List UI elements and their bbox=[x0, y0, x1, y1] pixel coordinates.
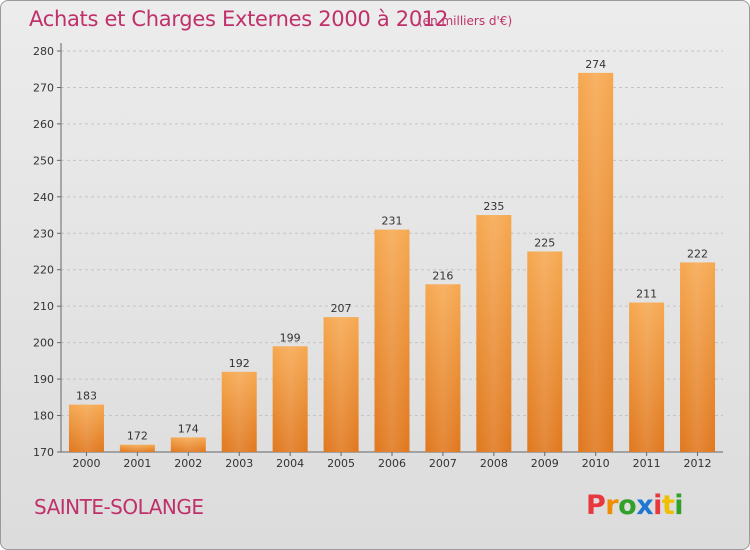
y-tick-label: 190 bbox=[33, 373, 54, 386]
value-label-2003: 192 bbox=[229, 357, 250, 370]
logo-letter: P bbox=[586, 490, 606, 521]
bar-shine bbox=[68, 404, 104, 452]
bar-shine bbox=[272, 346, 308, 452]
value-label-2006: 231 bbox=[382, 215, 403, 228]
y-tick-label: 250 bbox=[33, 154, 54, 167]
bar-shine bbox=[425, 284, 461, 452]
bar-shine bbox=[374, 229, 410, 452]
bar-shine bbox=[119, 444, 155, 452]
logo-letter: i bbox=[674, 490, 684, 521]
bar-shine bbox=[578, 72, 614, 452]
x-tick-label-2009: 2009 bbox=[531, 457, 559, 470]
bar-shine bbox=[680, 262, 716, 452]
bar-shine bbox=[527, 251, 563, 452]
bar-shine bbox=[170, 437, 206, 452]
value-label-2009: 225 bbox=[534, 237, 555, 250]
y-tick-label: 170 bbox=[33, 446, 54, 459]
y-tick-label: 260 bbox=[33, 118, 54, 131]
chart-title: Achats et Charges Externes 2000 à 2012 bbox=[29, 7, 449, 31]
value-label-2010: 274 bbox=[585, 58, 606, 71]
value-label-2001: 172 bbox=[127, 430, 148, 443]
x-tick-label-2004: 2004 bbox=[276, 457, 304, 470]
bar-shine bbox=[629, 302, 665, 452]
y-tick-label: 270 bbox=[33, 81, 54, 94]
y-tick-label: 180 bbox=[33, 410, 54, 423]
value-label-2004: 199 bbox=[280, 331, 301, 344]
chart-subtitle: (en milliers d'€) bbox=[418, 14, 513, 28]
x-tick-label-2002: 2002 bbox=[174, 457, 202, 470]
y-tick-label: 230 bbox=[33, 227, 54, 240]
y-tick-label: 210 bbox=[33, 300, 54, 313]
y-tick-label: 220 bbox=[33, 264, 54, 277]
logo-letter: r bbox=[605, 490, 619, 521]
x-tick-label-2008: 2008 bbox=[480, 457, 508, 470]
x-tick-label-2005: 2005 bbox=[327, 457, 355, 470]
logo-letter: o bbox=[618, 490, 637, 521]
value-label-2005: 207 bbox=[331, 302, 352, 315]
x-tick-label-2012: 2012 bbox=[684, 457, 712, 470]
city-name: SAINTE-SOLANGE bbox=[34, 495, 204, 519]
value-label-2002: 174 bbox=[178, 422, 199, 435]
x-tick-label-2001: 2001 bbox=[123, 457, 151, 470]
y-tick-label: 280 bbox=[33, 45, 54, 58]
value-label-2007: 216 bbox=[432, 269, 453, 282]
x-tick-label-2000: 2000 bbox=[72, 457, 100, 470]
bar-shine bbox=[221, 371, 257, 452]
value-label-2008: 235 bbox=[483, 200, 504, 213]
x-tick-label-2007: 2007 bbox=[429, 457, 457, 470]
value-label-2012: 222 bbox=[687, 247, 708, 260]
value-label-2000: 183 bbox=[76, 390, 97, 403]
value-label-2011: 211 bbox=[636, 288, 657, 301]
bar-shine bbox=[323, 317, 359, 452]
x-tick-label-2010: 2010 bbox=[582, 457, 610, 470]
x-tick-label-2003: 2003 bbox=[225, 457, 253, 470]
bar-shine bbox=[476, 215, 512, 452]
proxiti-logo: Proxiti bbox=[586, 490, 684, 521]
y-tick-label: 200 bbox=[33, 337, 54, 350]
x-tick-label-2011: 2011 bbox=[633, 457, 661, 470]
y-tick-label: 240 bbox=[33, 191, 54, 204]
logo-letter: x bbox=[636, 490, 654, 521]
x-tick-label-2006: 2006 bbox=[378, 457, 406, 470]
logo-letter: t bbox=[661, 490, 675, 521]
logo-letter: i bbox=[653, 490, 662, 521]
